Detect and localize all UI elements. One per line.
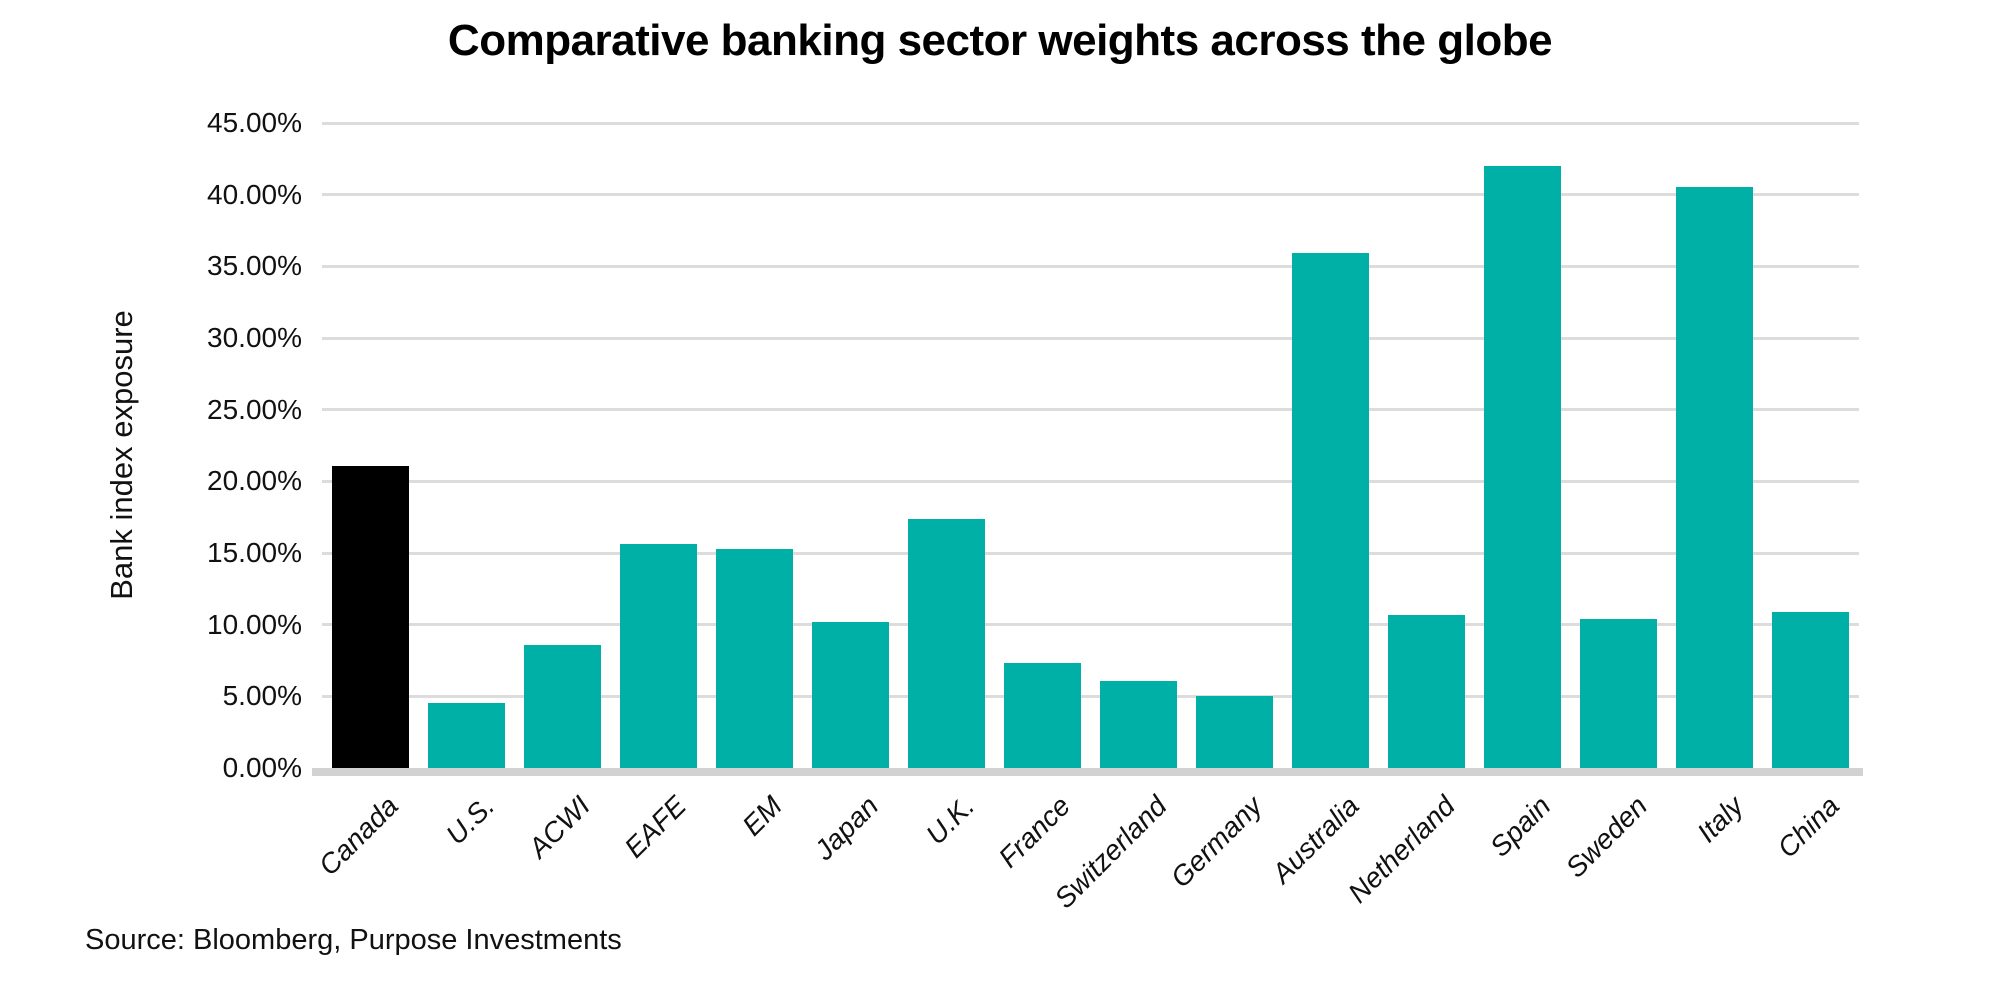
y-tick-label: 10.00% bbox=[207, 608, 302, 640]
bar-sweden bbox=[1580, 619, 1657, 768]
x-tick-label: ACWI bbox=[522, 790, 597, 864]
y-tick-label: 5.00% bbox=[222, 680, 302, 712]
x-tick-label: Sweden bbox=[1559, 790, 1653, 884]
y-tick-label: 15.00% bbox=[207, 537, 302, 568]
y-tick-label: 0.00% bbox=[222, 752, 302, 783]
gridline bbox=[322, 264, 1859, 268]
bar-acwi bbox=[524, 645, 601, 768]
bar-italy bbox=[1676, 187, 1753, 768]
bar-em bbox=[716, 549, 793, 768]
x-tick-label: U.S. bbox=[439, 790, 501, 851]
x-tick-label: Australia bbox=[1265, 790, 1365, 889]
bar-china bbox=[1772, 612, 1849, 768]
x-axis-line bbox=[312, 768, 1863, 776]
x-tick-label: Canada bbox=[312, 790, 404, 882]
gridline bbox=[322, 479, 1859, 483]
gridline bbox=[322, 623, 1859, 627]
x-tick-label: Japan bbox=[808, 790, 885, 866]
y-tick-label: 20.00% bbox=[207, 465, 302, 497]
chart-title: Comparative banking sector weights acros… bbox=[447, 16, 1553, 65]
y-tick-label: 30.00% bbox=[207, 322, 302, 353]
plot-area bbox=[312, 121, 1863, 776]
gridline bbox=[322, 336, 1859, 340]
bar-japan bbox=[812, 622, 889, 768]
source-note: Source: Bloomberg, Purpose Investments bbox=[85, 924, 622, 956]
bar-france bbox=[1004, 663, 1081, 768]
gridline bbox=[322, 193, 1859, 197]
gridline bbox=[322, 408, 1859, 412]
bar-u-k bbox=[908, 519, 985, 768]
bar-australia bbox=[1292, 253, 1369, 768]
gridline bbox=[322, 551, 1859, 555]
x-tick-label: France bbox=[992, 790, 1077, 874]
x-tick-label: Italy bbox=[1690, 790, 1749, 849]
y-tick-label: 25.00% bbox=[207, 393, 302, 425]
bar-canada bbox=[332, 466, 409, 768]
y-tick-label: 35.00% bbox=[207, 250, 302, 282]
bar-netherland bbox=[1388, 615, 1465, 768]
bar-spain bbox=[1484, 166, 1561, 768]
bar-eafe bbox=[620, 544, 697, 768]
bar-u-s bbox=[428, 703, 505, 768]
bar-switzerland bbox=[1100, 681, 1177, 768]
y-tick-label: 40.00% bbox=[207, 178, 302, 210]
x-tick-label: EAFE bbox=[618, 790, 693, 864]
y-tick-label: 45.00% bbox=[207, 107, 302, 138]
x-tick-label: U.K. bbox=[919, 790, 981, 851]
x-tick-label: Germany bbox=[1165, 790, 1269, 894]
gridline bbox=[322, 121, 1859, 125]
bar-germany bbox=[1196, 696, 1273, 768]
x-tick-label: China bbox=[1771, 790, 1845, 864]
x-tick-label: Spain bbox=[1484, 790, 1557, 863]
gridline bbox=[322, 694, 1859, 698]
x-tick-label: EM bbox=[736, 790, 789, 842]
